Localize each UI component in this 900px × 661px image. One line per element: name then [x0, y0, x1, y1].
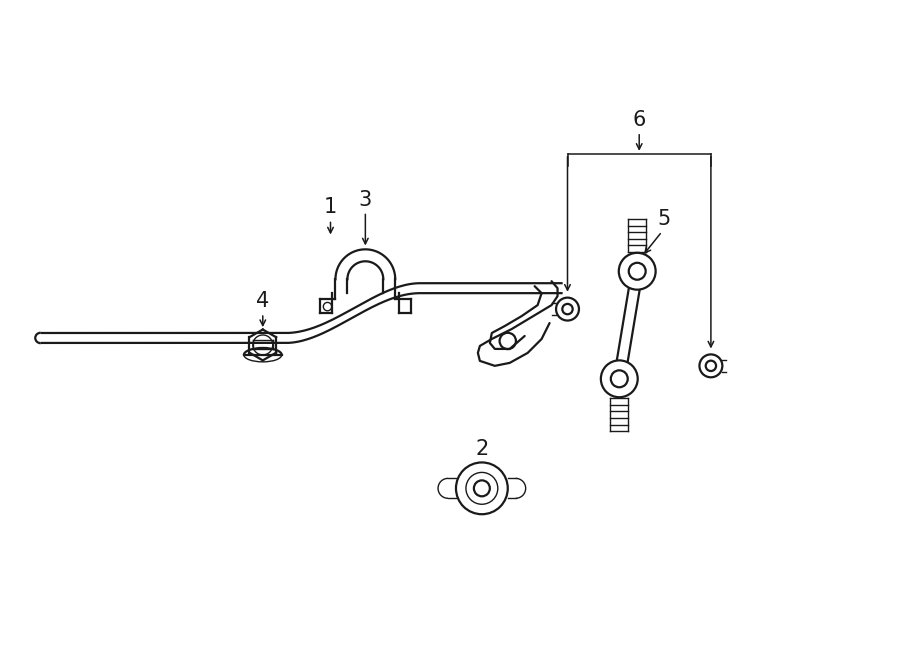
Text: 4: 4 — [256, 291, 269, 311]
Text: 1: 1 — [324, 196, 338, 217]
Text: 2: 2 — [475, 438, 489, 459]
Text: 6: 6 — [633, 110, 646, 130]
Text: 3: 3 — [359, 190, 372, 210]
Text: 5: 5 — [658, 210, 670, 229]
